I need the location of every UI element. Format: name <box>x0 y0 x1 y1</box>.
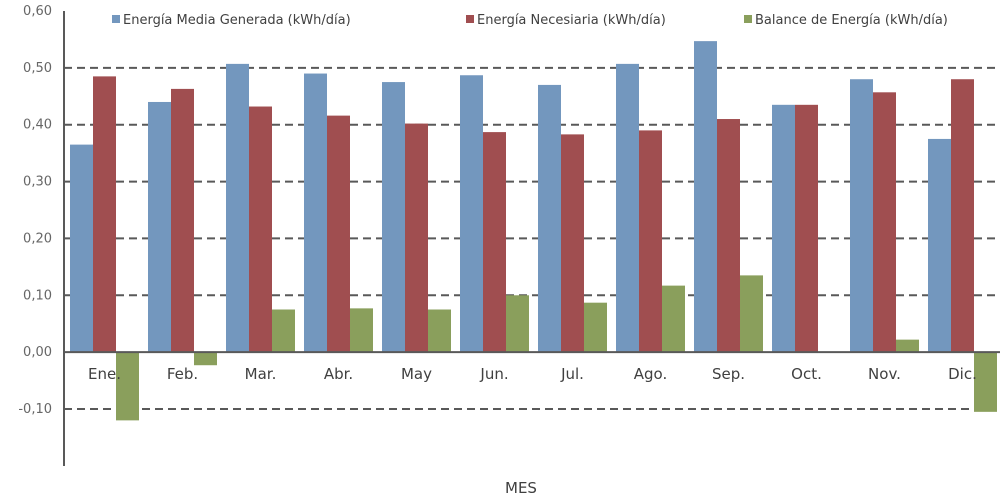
y-tick-label: 0,10 <box>23 288 52 303</box>
y-tick-label: 0,40 <box>23 118 52 133</box>
bar-series-3 <box>272 309 295 353</box>
x-axis-category-labels: Ene. Feb. Mar. Abr. May Jun. Jul. Ago. Sep. Oct. N… <box>88 365 977 383</box>
y-tick-label: 0,30 <box>23 175 52 190</box>
bar-series-2 <box>405 123 428 353</box>
legend-label: Energía Necesiaria (kWh/día) <box>477 13 666 28</box>
bar-series-2 <box>561 134 584 353</box>
y-tick-label: 0,20 <box>23 231 52 246</box>
bar-series-3 <box>506 295 529 353</box>
x-category-label: Jul. <box>560 365 584 383</box>
bar-series-1 <box>460 75 483 353</box>
bar-series-3 <box>194 352 217 366</box>
bar-series-2 <box>639 130 662 353</box>
bar-series-3 <box>662 285 685 353</box>
legend-label: Energía Media Generada (kWh/día) <box>123 13 351 28</box>
x-category-label: Jun. <box>479 365 508 383</box>
bar-series-2 <box>93 76 116 353</box>
x-category-label: Ago. <box>634 365 667 383</box>
bar-series-2 <box>249 106 272 353</box>
legend-label: Balance de Energía (kWh/día) <box>755 13 948 28</box>
bar-series-3 <box>428 309 451 353</box>
bar-series-2 <box>171 88 194 353</box>
bar-series-1 <box>694 41 717 353</box>
bar-series-3 <box>740 275 763 353</box>
x-category-label: Mar. <box>245 365 277 383</box>
bar-series-1 <box>148 101 171 353</box>
bar-series-1 <box>538 84 561 353</box>
y-axis-ticks: -0,10 0,00 0,10 0,20 0,30 0,40 0,50 0,60 <box>18 4 52 417</box>
x-category-label: Ene. <box>88 365 121 383</box>
x-category-label: Nov. <box>868 365 901 383</box>
bar-series-2 <box>327 115 350 353</box>
x-category-label: Oct. <box>791 365 822 383</box>
bar-series-2 <box>873 92 896 353</box>
legend-swatch <box>466 15 474 23</box>
x-category-label: May <box>401 365 432 383</box>
bar-series-3 <box>896 339 919 353</box>
bar-series-1 <box>772 104 795 353</box>
y-tick-label: 0,00 <box>23 345 52 360</box>
gridlines <box>64 66 1000 410</box>
axes <box>63 11 1000 466</box>
bar-series-1 <box>226 63 249 353</box>
legend-swatch <box>112 15 120 23</box>
bar-series-1 <box>304 73 327 353</box>
bar-series-1 <box>928 138 951 353</box>
bar-series-2 <box>795 104 818 353</box>
bar-series-1 <box>616 63 639 353</box>
legend-swatch <box>744 15 752 23</box>
y-tick-label: -0,10 <box>18 402 52 417</box>
legend: Energía Media Generada (kWh/día) Energía … <box>112 13 948 28</box>
bars <box>70 41 997 421</box>
bar-series-2 <box>951 79 974 353</box>
x-category-label: Abr. <box>324 365 353 383</box>
bar-series-2 <box>717 119 740 353</box>
x-category-label: Dic. <box>948 365 977 383</box>
x-axis-title: MES <box>505 479 537 497</box>
bar-series-1 <box>382 82 405 353</box>
y-tick-label: 0,60 <box>23 4 52 19</box>
bar-series-1 <box>850 79 873 353</box>
bar-series-1 <box>70 144 93 353</box>
bar-series-3 <box>974 352 997 412</box>
x-category-label: Feb. <box>167 365 198 383</box>
x-category-label: Sep. <box>712 365 745 383</box>
bar-series-3 <box>116 352 139 421</box>
bar-series-2 <box>483 132 506 353</box>
bar-series-3 <box>584 302 607 353</box>
bar-series-3 <box>350 308 373 353</box>
y-tick-label: 0,50 <box>23 61 52 76</box>
